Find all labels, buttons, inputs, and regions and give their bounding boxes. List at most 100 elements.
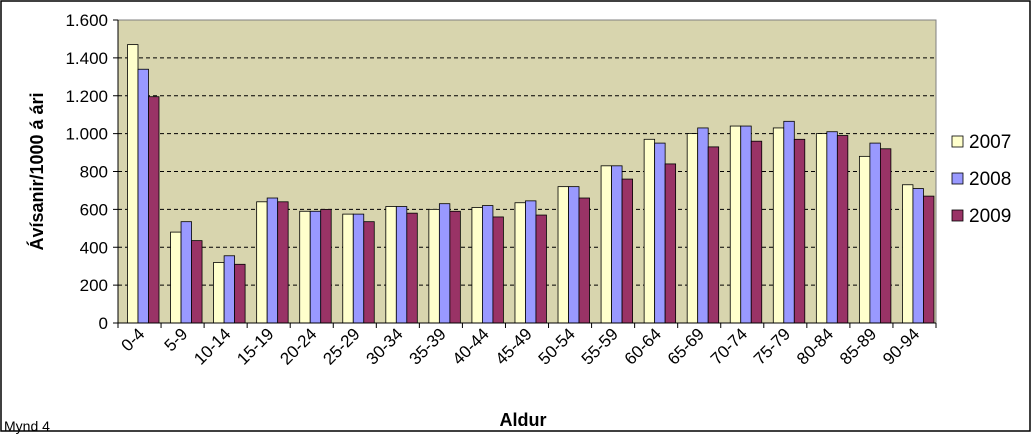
legend-swatch-2008 — [951, 172, 964, 185]
bar-2008-65-69 — [697, 127, 709, 324]
bar-2007-30-34 — [385, 206, 397, 324]
bar-2008-75-79 — [783, 120, 795, 324]
y-tick-label: 400 — [80, 238, 108, 257]
bar-2008-5-9 — [180, 221, 192, 324]
x-tick-label: 10-14 — [190, 324, 234, 368]
x-tick-label: 5-9 — [161, 324, 192, 355]
bar-2008-90-94 — [912, 188, 924, 324]
bar-2008-55-59 — [611, 165, 623, 324]
legend-swatch-2007 — [951, 135, 964, 148]
x-tick-label: 35-39 — [406, 324, 450, 368]
y-tick-label: 600 — [80, 200, 108, 219]
bar-2007-70-74 — [729, 125, 742, 324]
bar-2007-0-4 — [127, 44, 139, 324]
x-tick-label: 30-34 — [362, 324, 406, 368]
bar-2007-10-14 — [213, 261, 225, 324]
bar-2008-60-64 — [654, 142, 666, 324]
bar-2007-90-94 — [902, 184, 914, 324]
x-tick-label: 65-69 — [664, 324, 708, 368]
x-tick-label: 75-79 — [750, 324, 794, 368]
bar-2009-75-79 — [793, 138, 806, 324]
y-tick-label: 0 — [99, 314, 108, 333]
x-tick-label: 45-49 — [492, 324, 536, 368]
bar-2007-75-79 — [772, 127, 785, 324]
bar-2007-25-29 — [342, 213, 354, 324]
bar-2008-80-84 — [826, 131, 838, 324]
x-tick-label: 90-94 — [879, 324, 923, 368]
bar-2007-85-89 — [858, 155, 871, 324]
bar-2009-30-34 — [406, 212, 418, 324]
bar-2009-40-44 — [492, 216, 504, 324]
y-tick-label: 800 — [80, 163, 108, 182]
bar-2008-50-54 — [568, 186, 580, 324]
bar-2009-70-74 — [750, 140, 763, 324]
y-tick-label: 1.400 — [65, 49, 108, 68]
x-tick-label: 85-89 — [836, 324, 880, 368]
x-tick-label: 20-24 — [276, 324, 320, 368]
bar-2009-65-69 — [707, 146, 720, 324]
y-tick-labels: 0 200 400 600 800 1.000 1.200 1.400 1.600 — [65, 11, 108, 333]
bar-2008-30-34 — [395, 206, 408, 324]
legend-label-2008: 2008 — [969, 169, 1011, 190]
bar-2008-0-4 — [137, 68, 149, 324]
legend-label-2009: 2009 — [969, 206, 1011, 227]
bar-2007-80-84 — [815, 133, 828, 324]
bar-2007-60-64 — [643, 138, 656, 324]
bar-2009-50-54 — [578, 197, 590, 324]
axes — [113, 19, 937, 328]
bar-2007-65-69 — [686, 133, 699, 324]
bar-2009-25-29 — [363, 221, 375, 324]
bar-2009-10-14 — [234, 263, 246, 324]
y-tick-label: 1.000 — [65, 125, 108, 144]
legend: 2007 2008 2009 — [951, 132, 1011, 227]
bar-2009-35-39 — [449, 210, 461, 324]
bar-2007-35-39 — [428, 208, 440, 324]
x-axis-title: Aldur — [500, 410, 547, 430]
y-axis-title: Ávísanir/1000 á ári — [26, 92, 47, 250]
bar-2008-45-49 — [525, 200, 537, 324]
bar-2008-15-19 — [266, 197, 279, 324]
bar-2009-0-4 — [148, 96, 160, 324]
bar-2009-20-24 — [320, 208, 332, 324]
x-tick-label: 50-54 — [535, 324, 579, 368]
bar-2009-80-84 — [836, 135, 849, 324]
x-tick-label: 80-84 — [793, 324, 837, 368]
bar-2008-25-29 — [352, 213, 365, 324]
x-tick-label: 25-29 — [319, 324, 363, 368]
bar-2008-85-89 — [869, 142, 881, 324]
x-tick-label: 0-4 — [118, 324, 149, 355]
y-tick-label: 200 — [80, 276, 108, 295]
bar-2009-15-19 — [277, 201, 289, 324]
x-tick-label: 60-64 — [621, 324, 665, 368]
bar-2007-15-19 — [256, 201, 268, 324]
bar-2009-85-89 — [879, 148, 892, 324]
bar-2007-5-9 — [170, 231, 182, 324]
bars — [127, 44, 935, 324]
x-tick-label: 55-59 — [578, 324, 622, 368]
bar-2008-35-39 — [438, 203, 451, 324]
x-tick-label: 40-44 — [449, 324, 493, 368]
bar-2009-60-64 — [664, 163, 677, 324]
x-tick-label: 70-74 — [707, 324, 751, 368]
bar-2008-40-44 — [482, 205, 494, 324]
y-tick-label: 1.200 — [65, 87, 108, 106]
bar-2008-10-14 — [223, 255, 236, 324]
bar-2007-45-49 — [514, 202, 526, 324]
y-tick-label: 1.600 — [65, 11, 108, 30]
bar-2009-90-94 — [923, 195, 935, 324]
bar-2007-50-54 — [557, 186, 569, 324]
legend-label-2007: 2007 — [969, 132, 1011, 153]
x-tick-labels: 0-4 5-910-1415-1920-2425-2930-3435-3940-4… — [118, 324, 924, 368]
bar-2009-55-59 — [621, 178, 633, 324]
bar-2008-20-24 — [309, 210, 322, 324]
bar-2007-40-44 — [471, 207, 483, 324]
bar-2009-5-9 — [191, 240, 203, 324]
x-tick-label: 15-19 — [233, 324, 277, 368]
bar-2007-55-59 — [600, 165, 612, 324]
bar-2009-45-49 — [535, 214, 547, 324]
bar-2007-20-24 — [299, 210, 311, 324]
legend-swatch-2009 — [951, 209, 964, 222]
